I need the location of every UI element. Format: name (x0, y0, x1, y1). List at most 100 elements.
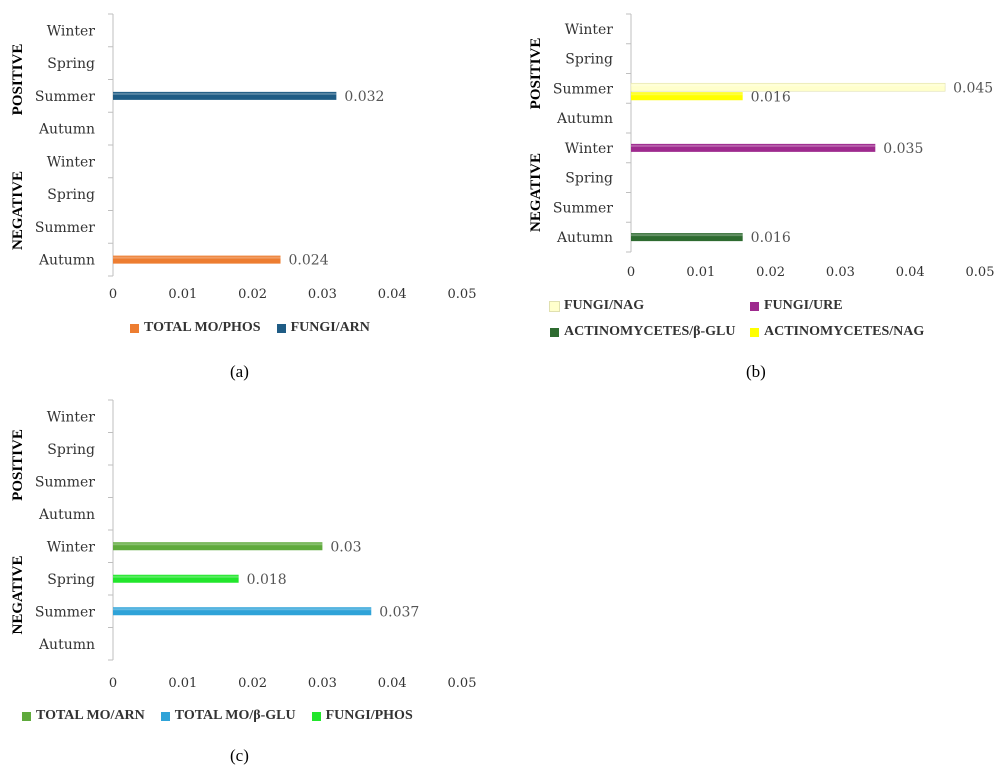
x-tick-label: 0.02 (756, 265, 785, 280)
bar (631, 92, 743, 101)
bar-highlight (631, 144, 876, 147)
legend-item: ACTINOMYCETES/β-GLU (550, 324, 750, 340)
y-tick-label: Autumn (38, 507, 95, 523)
y-tick-label: Spring (47, 187, 95, 203)
y-tick-label: Spring (565, 52, 613, 68)
y-tick-label: Summer (553, 81, 613, 97)
x-tick-label: 0.05 (448, 287, 477, 302)
legend-swatch (160, 711, 170, 721)
data-label: 0.032 (344, 89, 384, 105)
legend-swatch (311, 711, 321, 721)
legend-item: ACTINOMYCETES/NAG (750, 324, 950, 340)
chart-panel-c: Winter Spring Summer Autumn Winter Spring Summ… (0, 388, 500, 773)
legend-item: FUNGI/PHOS (311, 708, 413, 724)
legend-label: TOTAL MO/PHOS (144, 320, 261, 335)
group-label: NEGATIVE (528, 153, 544, 232)
legend-swatch (549, 300, 560, 312)
bar (631, 143, 876, 152)
data-label: 0.016 (751, 89, 791, 105)
chart-c-legend: TOTAL MO/ARN TOTAL MO/β-GLU FUNGI/PHOS (22, 708, 492, 724)
chart-panel-b: Winter Spring Summer Autumn Winter Spring Summ… (500, 0, 1000, 390)
y-tick-label: Summer (35, 604, 95, 620)
legend-swatch (750, 327, 759, 337)
group-label: NEGATIVE (10, 556, 26, 635)
bar-highlight (113, 608, 372, 611)
y-tick-label: Autumn (38, 253, 95, 269)
legend-item: TOTAL MO/ARN (22, 708, 145, 724)
x-tick-label: 0.05 (966, 265, 995, 280)
legend-item: FUNGI/ARN (276, 320, 370, 336)
y-tick-label: Spring (47, 442, 95, 458)
x-tick-label: 0.02 (238, 676, 267, 691)
x-tick-label: 0.02 (238, 287, 267, 302)
bar (113, 574, 239, 583)
chart-c-panel-label: (c) (230, 746, 249, 765)
legend-item: TOTAL MO/PHOS (130, 320, 261, 336)
y-tick-label: Winter (47, 154, 96, 170)
x-tick-label: 0 (109, 287, 117, 302)
bar-highlight (113, 92, 337, 95)
chart-a-panel-label: (a) (230, 362, 249, 381)
bar-highlight (631, 234, 743, 237)
y-tick-label: Winter (47, 409, 96, 425)
legend-label: ACTINOMYCETES/NAG (764, 324, 925, 339)
legend-swatch (130, 323, 139, 333)
bar (630, 82, 946, 92)
legend-swatch (276, 323, 286, 333)
chart-a-svg: Winter Spring Summer Autumn Winter Spring Summ… (10, 13, 477, 302)
legend-label: FUNGI/URE (764, 298, 843, 313)
group-label: POSITIVE (10, 429, 26, 501)
x-tick-label: 0.05 (448, 676, 477, 691)
data-label: 0.045 (953, 80, 993, 96)
x-tick-label: 0.04 (896, 265, 925, 280)
x-tick-label: 0.04 (378, 287, 407, 302)
bar-highlight (113, 256, 281, 259)
x-tick-label: 0.03 (308, 287, 337, 302)
y-tick-label: Winter (47, 23, 96, 39)
group-label: POSITIVE (10, 44, 26, 116)
legend-item: FUNGI/URE (750, 298, 950, 314)
y-tick-label: Winter (565, 22, 614, 38)
data-label: 0.037 (379, 604, 419, 620)
bar (113, 91, 337, 100)
x-tick-label: 0.01 (686, 265, 715, 280)
y-tick-label: Summer (35, 220, 95, 236)
bar-highlight (631, 93, 743, 96)
chart-c-svg: Winter Spring Summer Autumn Winter Spring Summ… (10, 399, 477, 691)
y-tick-label: Summer (553, 200, 613, 216)
data-label: 0.018 (247, 572, 287, 588)
y-tick-label: Winter (565, 141, 614, 157)
y-tick-label: Winter (47, 539, 96, 555)
chart-a-legend: TOTAL MO/PHOS FUNGI/ARN (130, 320, 490, 336)
legend-item: TOTAL MO/β-GLU (160, 708, 296, 724)
y-tick-label: Autumn (38, 122, 95, 138)
x-tick-label: 0 (109, 676, 117, 691)
legend-label: ACTINOMYCETES/β-GLU (564, 324, 736, 339)
y-tick-label: Spring (47, 56, 95, 72)
legend-item: FUNGI/NAG (549, 298, 750, 314)
chart-b-legend: FUNGI/NAG FUNGI/URE ACTINOMYCETES/β-GLU ACT… (549, 298, 990, 340)
x-tick-label: 0.01 (168, 287, 197, 302)
y-tick-label: Summer (35, 474, 95, 490)
bar (113, 255, 281, 264)
y-tick-label: Summer (35, 89, 95, 105)
y-tick-label: Autumn (556, 111, 613, 127)
legend-label: TOTAL MO/β-GLU (174, 708, 296, 723)
data-label: 0.035 (883, 141, 923, 157)
chart-b-panel-label: (b) (746, 362, 766, 381)
legend-label: FUNGI/ARN (290, 320, 370, 335)
group-label: NEGATIVE (10, 171, 26, 250)
data-label: 0.03 (330, 539, 361, 555)
y-tick-label: Autumn (38, 637, 95, 653)
bar (631, 233, 743, 242)
legend-swatch (550, 327, 559, 337)
legend-label: FUNGI/NAG (564, 298, 645, 313)
bar-highlight (631, 84, 946, 87)
x-tick-label: 0.03 (826, 265, 855, 280)
bar-highlight (113, 575, 239, 578)
data-label: 0.016 (751, 230, 791, 246)
x-tick-label: 0 (627, 265, 635, 280)
bar (113, 607, 372, 616)
bar-highlight (113, 543, 323, 546)
x-tick-label: 0.03 (308, 676, 337, 691)
